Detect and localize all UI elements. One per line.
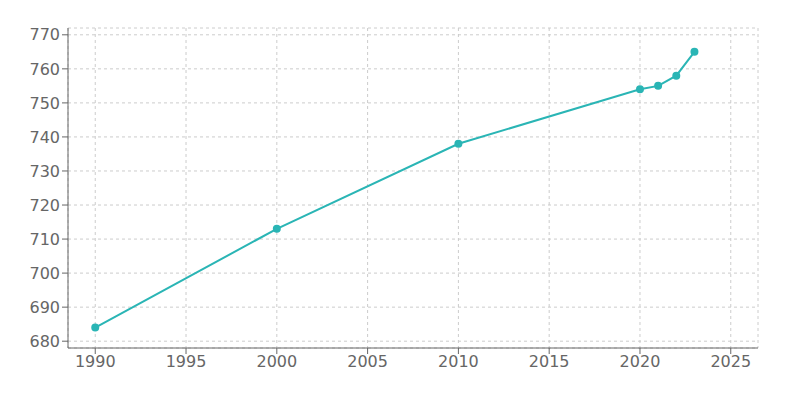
svg-text:700: 700 [29,264,60,283]
svg-text:1990: 1990 [75,352,116,371]
svg-text:2020: 2020 [620,352,661,371]
svg-text:710: 710 [29,230,60,249]
svg-text:750: 750 [29,94,60,113]
svg-text:1995: 1995 [166,352,207,371]
svg-text:2010: 2010 [438,352,479,371]
svg-text:690: 690 [29,298,60,317]
svg-text:730: 730 [29,162,60,181]
svg-text:760: 760 [29,60,60,79]
svg-text:770: 770 [29,25,60,44]
svg-text:680: 680 [29,332,60,351]
svg-text:2000: 2000 [256,352,297,371]
svg-text:2025: 2025 [710,352,751,371]
svg-text:740: 740 [29,128,60,147]
svg-text:2005: 2005 [347,352,388,371]
svg-text:2015: 2015 [529,352,570,371]
svg-text:720: 720 [29,196,60,215]
